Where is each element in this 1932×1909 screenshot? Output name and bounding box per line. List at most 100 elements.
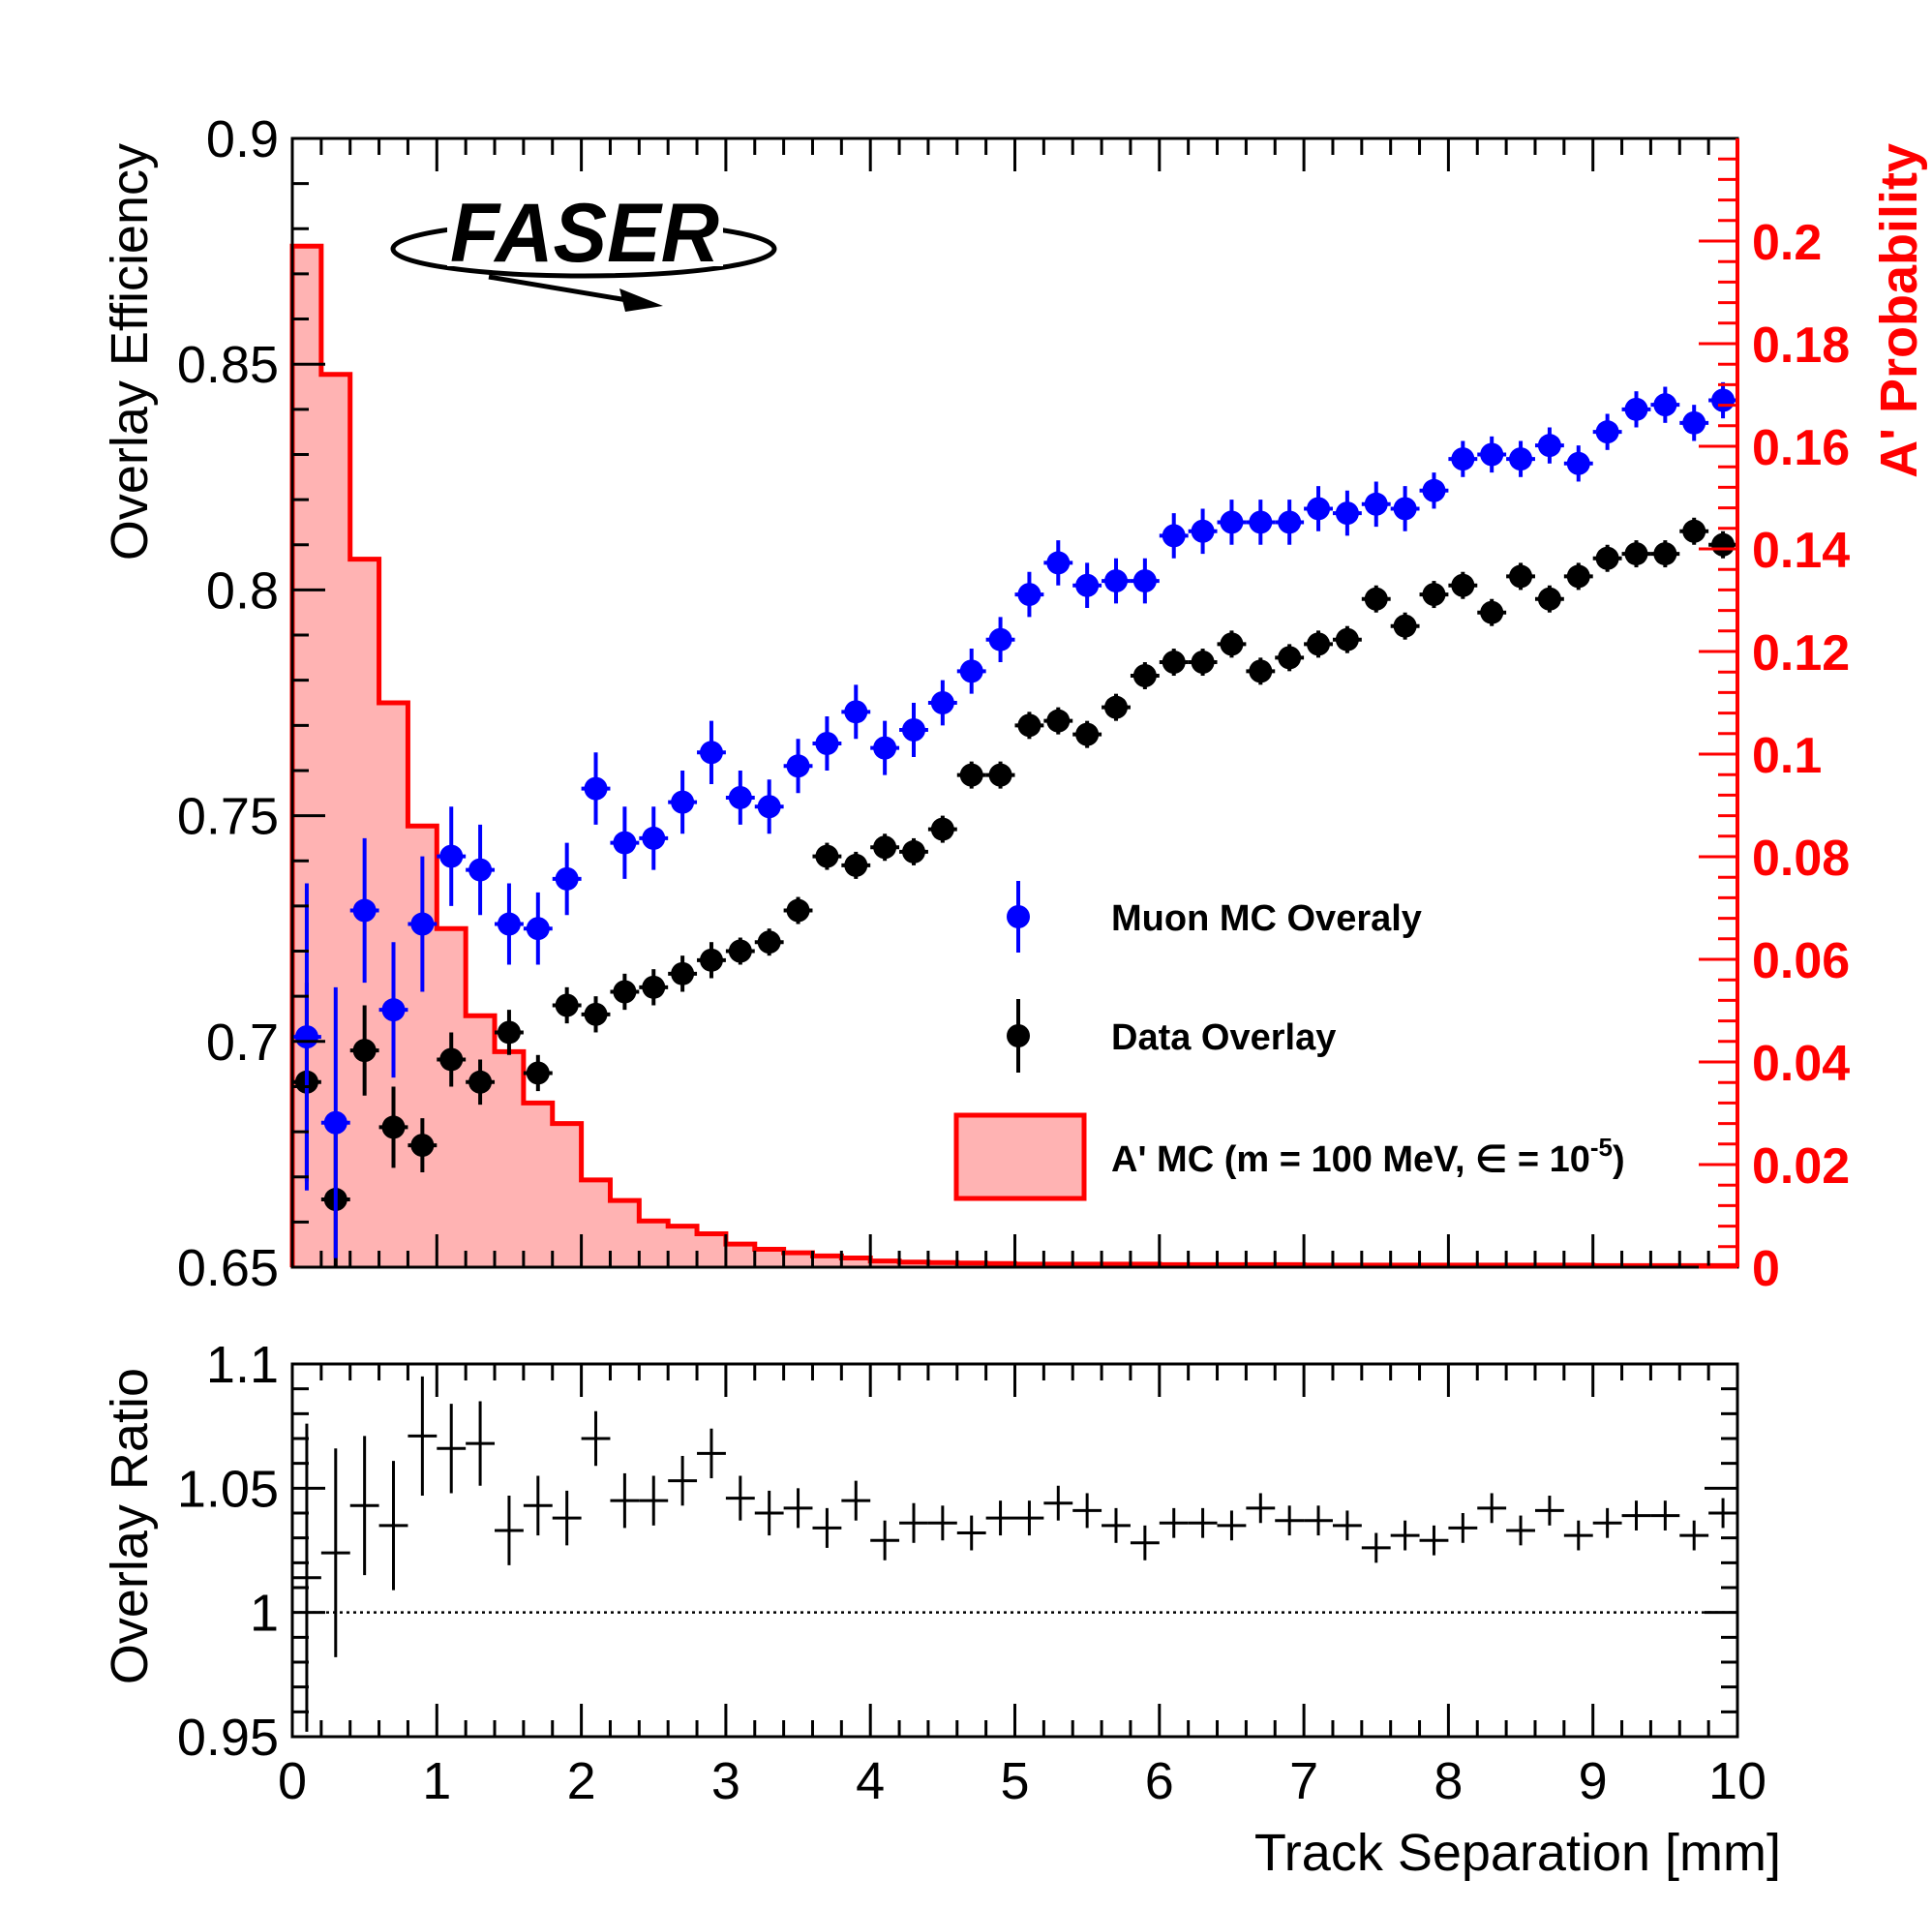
ratio-point: [1130, 1525, 1160, 1561]
data-overlay-point-marker: [1509, 564, 1533, 589]
ratio-point: [437, 1404, 467, 1494]
ratio-point: [754, 1490, 784, 1536]
muon-mc-point-marker: [1509, 447, 1533, 471]
data-overlay-point-marker: [1711, 532, 1736, 557]
data-overlay-point-marker: [1537, 587, 1561, 611]
muon-mc-point: [1534, 427, 1564, 464]
data-overlay-point-marker: [1595, 546, 1619, 570]
ratio-y-ticks: 0.95 1 1.05 1.1: [177, 1336, 1737, 1767]
muon-mc-point: [523, 892, 553, 965]
muon-mc-point: [1275, 500, 1305, 545]
ratio-point: [1534, 1496, 1564, 1526]
data-overlay-point-marker: [930, 817, 954, 841]
ratio-point: [668, 1455, 698, 1506]
muon-mc-point-marker: [613, 831, 637, 855]
x-tick-label: 10: [1708, 1752, 1766, 1810]
ratio-point: [841, 1480, 871, 1521]
data-overlay-point: [870, 833, 900, 862]
y-tick-label: 0.9: [206, 110, 279, 168]
muon-mc-point: [495, 883, 524, 965]
data-overlay-point: [1621, 540, 1651, 568]
muon-mc-point-marker: [1537, 434, 1561, 458]
data-overlay-point-marker: [1624, 542, 1648, 566]
data-overlay-point-marker: [988, 763, 1012, 787]
muon-mc-point: [1592, 413, 1622, 450]
data-overlay-point: [639, 969, 669, 1006]
data-overlay-point-marker: [873, 835, 897, 860]
muon-mc-point: [1217, 500, 1247, 545]
data-overlay-point: [1246, 657, 1276, 685]
data-overlay-point: [1014, 712, 1044, 740]
data-overlay-point-marker: [1191, 651, 1215, 675]
data-overlay-point: [552, 986, 582, 1024]
ratio-point: [899, 1502, 928, 1543]
muon-mc-point: [985, 617, 1015, 663]
data-overlay-point: [1506, 562, 1535, 591]
ratio-point: [378, 1461, 408, 1591]
muon-mc-point-marker: [1393, 497, 1417, 521]
muon-mc-point: [956, 649, 986, 694]
muon-mc-point-marker: [1480, 442, 1504, 467]
muon-mc-point: [1650, 386, 1680, 423]
muon-mc-point: [1130, 558, 1160, 604]
ratio-point: [1275, 1505, 1305, 1536]
data-overlay-point-marker: [1249, 659, 1273, 683]
legend-label-muon-mc: Muon MC Overaly: [1111, 898, 1422, 939]
data-overlay-point-marker: [1278, 646, 1302, 670]
secondary-tick-label: 0.18: [1752, 318, 1850, 374]
data-overlay-point: [812, 842, 842, 870]
muon-mc-point-marker: [555, 866, 579, 891]
muon-mc-point: [610, 806, 640, 879]
muon-mc-point: [1477, 436, 1507, 473]
data-overlay-point: [378, 1086, 408, 1168]
data-overlay-point: [1275, 644, 1305, 672]
secondary-tick-label: 0.04: [1752, 1036, 1850, 1092]
muon-mc-point-marker: [1104, 569, 1129, 593]
ratio-point: [1448, 1513, 1478, 1543]
muon-mc-point: [408, 856, 438, 992]
data-overlay-point: [1708, 530, 1737, 559]
muon-mc-point-marker: [1653, 393, 1677, 417]
data-overlay-point-marker: [959, 763, 983, 787]
muon-mc-point-marker: [1220, 510, 1244, 534]
data-overlay-point: [1679, 517, 1709, 545]
ratio-point: [1246, 1493, 1276, 1524]
muon-mc-point: [581, 752, 611, 825]
muon-mc-point-marker: [1711, 388, 1736, 412]
x-tick-label: 4: [856, 1752, 885, 1810]
muon-mc-point-marker: [1566, 451, 1590, 475]
muon-mc-point-marker: [1364, 492, 1388, 516]
muon-mc-point-marker: [1595, 420, 1619, 444]
y-tick-label: 0.8: [206, 561, 279, 620]
data-overlay-point-marker: [1220, 632, 1244, 656]
ratio-point: [1043, 1485, 1073, 1521]
data-overlay-point-marker: [1682, 519, 1706, 543]
muon-mc-point-marker: [786, 754, 810, 778]
ratio-point: [1217, 1510, 1247, 1541]
x-tick-label: 3: [711, 1752, 740, 1810]
data-overlay-point: [1304, 630, 1333, 658]
legend-marker-muon-mc: [1007, 881, 1030, 953]
muon-mc-point: [1159, 513, 1189, 559]
secondary-tick-label: 0.1: [1752, 728, 1822, 784]
data-overlay-point-marker: [1132, 664, 1157, 688]
muon-mc-point: [1304, 486, 1333, 531]
data-overlay-point: [437, 1032, 467, 1087]
data-overlay-point-marker: [1017, 713, 1041, 738]
data-overlay-point-marker: [815, 844, 839, 868]
y-tick-label: 0.65: [177, 1239, 279, 1297]
ratio-point: [1679, 1520, 1709, 1551]
data-overlay-point: [1390, 612, 1420, 640]
muon-mc-point: [552, 842, 582, 916]
aprime-histogram-outline: [289, 243, 1737, 1268]
ratio-plot-area: [292, 1364, 1737, 1737]
y-tick-label: 0.85: [177, 336, 279, 394]
legend: Muon MC Overaly Data Overlay A' MC (m = …: [953, 881, 1625, 1201]
data-overlay-point-marker: [1566, 564, 1590, 589]
aprime-histogram: [289, 243, 1737, 1268]
muon-mc-point-marker: [1249, 510, 1273, 534]
data-overlay-point: [1419, 581, 1449, 609]
main-y-axis-title: Overlay Efficiency: [101, 143, 159, 561]
data-overlay-point: [1448, 571, 1478, 599]
